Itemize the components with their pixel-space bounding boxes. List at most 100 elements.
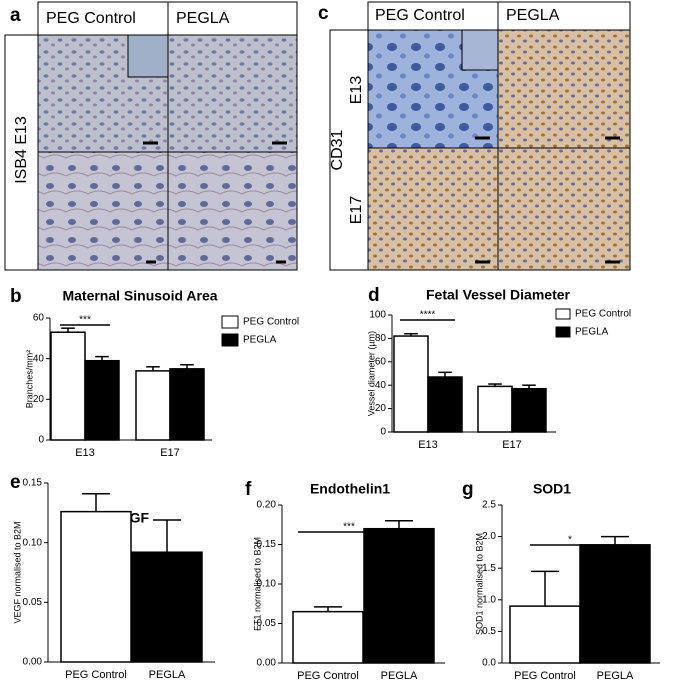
x-tick-label: PEGLA bbox=[149, 669, 186, 681]
y-tick-label: 0.00 bbox=[23, 657, 43, 668]
x-tick-label: E13 bbox=[75, 447, 95, 459]
panel-letter: b bbox=[10, 286, 22, 307]
bar bbox=[363, 527, 435, 664]
micrograph bbox=[37, 151, 169, 271]
y-tick-label: 1.0 bbox=[482, 594, 496, 605]
chart-title: Maternal Sinusoid Area bbox=[62, 288, 217, 304]
y-tick-label: 0 bbox=[380, 427, 386, 438]
panel-letter: c bbox=[318, 3, 329, 24]
chart-title: Endothelin1 bbox=[310, 481, 390, 497]
bar bbox=[477, 385, 513, 433]
y-tick-label: 0 bbox=[38, 435, 44, 446]
chart-title: Fetal Vessel Diameter bbox=[426, 287, 571, 303]
y-axis-label: ET1 normalised to B2M bbox=[252, 537, 262, 631]
legend-swatch bbox=[221, 333, 239, 347]
significance-label: *** bbox=[343, 522, 355, 533]
y-tick-label: 60 bbox=[33, 313, 45, 324]
y-axis-label: Branches/mm² bbox=[24, 350, 34, 409]
inset bbox=[127, 34, 169, 78]
legend-swatch bbox=[555, 308, 571, 320]
legend-swatch bbox=[221, 315, 239, 329]
chart-title: SOD1 bbox=[533, 481, 571, 497]
column-header: PEG Control bbox=[375, 7, 465, 24]
column-header: PEG Control bbox=[46, 10, 136, 27]
panel-letter: a bbox=[10, 5, 21, 26]
column-header: PEGLA bbox=[506, 7, 560, 24]
y-tick-label: 40 bbox=[33, 353, 45, 364]
bar bbox=[509, 605, 581, 664]
x-tick-label: E17 bbox=[160, 447, 180, 459]
x-tick-label: PEGLA bbox=[597, 670, 634, 682]
significance-label: * bbox=[568, 535, 572, 546]
panel-letter: d bbox=[368, 285, 380, 306]
x-tick-label: E13 bbox=[418, 439, 438, 451]
bar bbox=[579, 544, 651, 664]
bar bbox=[169, 368, 205, 441]
y-tick-label: 0.00 bbox=[257, 658, 277, 669]
column-header-box bbox=[497, 1, 631, 31]
y-tick-label: 1.5 bbox=[482, 563, 496, 574]
y-tick-label: 100 bbox=[369, 310, 386, 321]
bar bbox=[427, 376, 463, 433]
legend-label: PEG Control bbox=[243, 317, 299, 328]
y-axis-label: VEGF normalised to B2M bbox=[12, 521, 22, 623]
bar bbox=[292, 610, 364, 664]
legend-label: PEGLA bbox=[575, 327, 609, 338]
bar bbox=[60, 510, 132, 663]
bar bbox=[50, 331, 86, 441]
y-tick-label: 0.15 bbox=[23, 478, 43, 489]
y-tick-label: 0.0 bbox=[482, 658, 496, 669]
bar bbox=[511, 387, 547, 433]
column-header-box bbox=[37, 1, 169, 36]
micrograph bbox=[497, 29, 631, 149]
y-tick-label: 2.5 bbox=[482, 500, 496, 511]
y-tick-label: 60 bbox=[375, 356, 387, 367]
y-tick-label: 0.5 bbox=[482, 626, 496, 637]
scale-bars bbox=[475, 136, 620, 264]
x-tick-label: E17 bbox=[502, 439, 522, 451]
column-header-box bbox=[167, 1, 298, 36]
panel-letter: f bbox=[245, 479, 252, 500]
y-tick-label: 40 bbox=[375, 380, 387, 391]
column-header: PEGLA bbox=[176, 10, 230, 27]
micrograph bbox=[167, 34, 298, 153]
row-label: E13 bbox=[348, 76, 365, 105]
y-tick-label: 20 bbox=[375, 403, 387, 414]
scale-bars bbox=[143, 141, 287, 264]
legend-label: PEGLA bbox=[243, 335, 277, 346]
bar bbox=[135, 370, 171, 441]
significance-label: *** bbox=[79, 315, 91, 326]
bar bbox=[393, 335, 429, 433]
inset bbox=[461, 29, 499, 71]
bar bbox=[84, 359, 120, 441]
row-label: E17 bbox=[348, 196, 365, 225]
y-axis-label: SOD1 normalised to B2M bbox=[474, 533, 484, 635]
y-tick-label: 0.15 bbox=[257, 539, 277, 550]
x-tick-label: PEG Control bbox=[297, 670, 359, 682]
row-header: ISB4 E13 bbox=[13, 116, 30, 184]
x-tick-label: PEGLA bbox=[381, 670, 418, 682]
y-tick-label: 0.10 bbox=[257, 579, 277, 590]
y-tick-label: 80 bbox=[375, 333, 387, 344]
legend-label: PEG Control bbox=[575, 309, 631, 320]
x-tick-label: PEG Control bbox=[514, 670, 576, 682]
y-tick-label: 0.20 bbox=[257, 500, 277, 511]
y-tick-label: 0.05 bbox=[23, 597, 43, 608]
micrograph bbox=[167, 151, 298, 271]
micrograph bbox=[497, 147, 631, 271]
row-header: CD31 bbox=[329, 129, 346, 170]
row-header-box bbox=[4, 34, 39, 271]
x-tick-label: PEG Control bbox=[65, 669, 127, 681]
panel-letter: g bbox=[462, 479, 474, 500]
y-axis-label: Vessel diameter (µm) bbox=[366, 331, 376, 416]
legend-swatch bbox=[555, 326, 571, 338]
panel-letter: e bbox=[10, 472, 21, 493]
y-tick-label: 0.10 bbox=[23, 537, 43, 548]
y-tick-label: 2.0 bbox=[482, 531, 496, 542]
micrograph bbox=[367, 147, 499, 271]
significance-label: **** bbox=[420, 310, 436, 321]
y-tick-label: 20 bbox=[33, 394, 45, 405]
y-tick-label: 0.05 bbox=[257, 618, 277, 629]
bar bbox=[131, 551, 203, 663]
